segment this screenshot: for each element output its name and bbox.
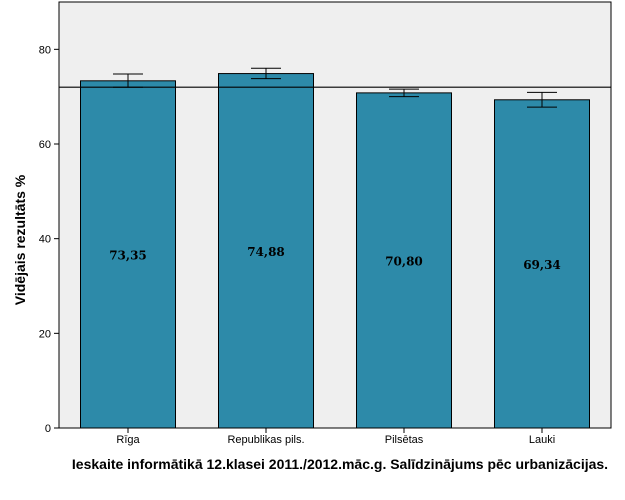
data-label: 70,80 — [385, 254, 423, 268]
y-tick-label: 40 — [39, 234, 51, 246]
bar — [494, 99, 590, 429]
data-label: 74,88 — [247, 245, 285, 259]
y-tick-label: 0 — [45, 423, 51, 435]
bar — [356, 92, 452, 429]
y-tick-label: 20 — [39, 328, 51, 340]
data-label: 73,35 — [109, 248, 147, 262]
y-tick-label: 60 — [39, 139, 51, 151]
bar — [80, 80, 176, 429]
x-axis-label: Ieskaite informātikā 12.klasei 2011./201… — [71, 456, 609, 472]
x-tick-label: Republikas pils. — [227, 434, 304, 446]
y-axis-label-container: Vidējais rezultāts % — [10, 90, 30, 390]
y-axis-label: Vidējais rezultāts % — [12, 174, 28, 306]
y-tick-label: 80 — [39, 44, 51, 56]
x-tick-label: Pilsētas — [385, 434, 424, 446]
x-tick-label: Rīga — [116, 434, 140, 446]
x-tick-label: Lauki — [529, 434, 555, 446]
data-label: 69,34 — [523, 258, 561, 272]
